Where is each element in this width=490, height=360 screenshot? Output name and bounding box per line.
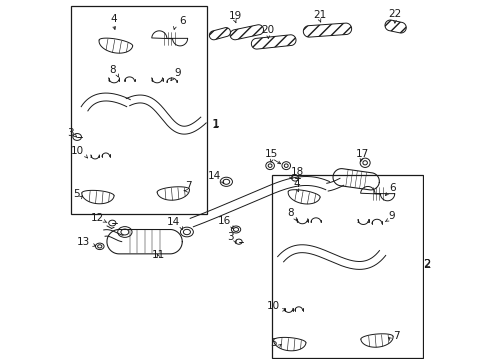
Text: 9: 9 — [174, 68, 181, 78]
Polygon shape — [230, 25, 264, 40]
Polygon shape — [385, 20, 406, 33]
Text: 17: 17 — [356, 149, 369, 159]
Text: 2: 2 — [423, 258, 431, 271]
Text: 16: 16 — [218, 216, 231, 226]
Polygon shape — [303, 23, 352, 37]
Text: 9: 9 — [389, 211, 395, 221]
Text: 3: 3 — [67, 129, 74, 138]
Text: 2: 2 — [423, 259, 430, 269]
Text: 15: 15 — [265, 149, 278, 159]
Text: 1: 1 — [213, 120, 220, 129]
Text: 11: 11 — [152, 250, 166, 260]
Text: 21: 21 — [313, 10, 326, 20]
Bar — [272, 175, 422, 357]
Text: 10: 10 — [267, 301, 280, 311]
Text: 20: 20 — [262, 25, 275, 35]
Text: 14: 14 — [167, 217, 180, 227]
Text: 4: 4 — [110, 14, 117, 24]
Text: 18: 18 — [291, 167, 304, 177]
Text: 12: 12 — [91, 213, 104, 223]
Text: 22: 22 — [388, 9, 401, 19]
Text: 8: 8 — [109, 64, 116, 75]
Polygon shape — [251, 35, 296, 49]
Bar — [71, 6, 207, 214]
Text: 5: 5 — [270, 338, 277, 348]
Text: 14: 14 — [207, 171, 220, 181]
Text: 19: 19 — [228, 11, 242, 21]
Text: 7: 7 — [393, 331, 399, 341]
Text: 1: 1 — [212, 118, 220, 131]
Text: 8: 8 — [287, 208, 294, 218]
Text: 4: 4 — [294, 179, 300, 189]
Text: 7: 7 — [185, 181, 192, 192]
Text: 5: 5 — [73, 189, 79, 199]
Polygon shape — [209, 28, 230, 40]
Text: 10: 10 — [71, 146, 84, 156]
Text: 13: 13 — [77, 237, 90, 247]
Text: 3: 3 — [228, 232, 234, 242]
Text: 6: 6 — [389, 183, 396, 193]
Text: 6: 6 — [180, 17, 186, 27]
